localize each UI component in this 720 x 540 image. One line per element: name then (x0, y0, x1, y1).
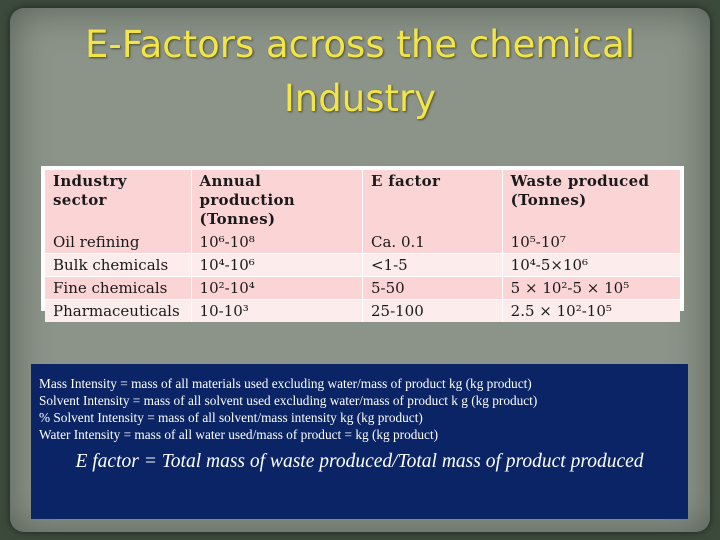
e-factor-formula: E factor = Total mass of waste produced/… (75, 451, 644, 472)
definitions-box: Mass Intensity = mass of all materials u… (31, 364, 688, 519)
table-row: Fine chemicals 10²-10⁴ 5-50 5 × 10²-5 × … (45, 276, 680, 300)
table-cell: 25-100 (361, 299, 503, 322)
slide-title: E-Factors across the chemical Industry (84, 23, 636, 120)
table-cell: Oil refining (45, 231, 192, 254)
percent-solvent-intensity-definition: % Solvent Intensity = mass of all solven… (39, 410, 423, 425)
table-header-row: Industry sector Annual production (Tonne… (45, 170, 680, 231)
table-cell: Bulk chemicals (45, 253, 192, 277)
table-row: Bulk chemicals 10⁴-10⁶ <1-5 10⁴-5×10⁶ (45, 253, 680, 277)
table-cell: 10⁴-5×10⁶ (501, 253, 680, 277)
table-row: Pharmaceuticals 10-10³ 25-100 2.5 × 10²-… (45, 299, 680, 322)
table-cell: Fine chemicals (45, 276, 192, 300)
table-cell: <1-5 (361, 253, 503, 277)
table-cell: 10⁴-10⁶ (190, 253, 363, 277)
table-cell: 10⁶-10⁸ (190, 231, 363, 254)
solvent-intensity-definition: Solvent Intensity = mass of all solvent … (39, 393, 538, 408)
table-cell: 10-10³ (190, 299, 363, 322)
table-cell: 5-50 (361, 276, 503, 300)
column-header-industry-sector: Industry sector (45, 170, 192, 231)
table-cell: 10²-10⁴ (190, 276, 363, 300)
table-cell: 2.5 × 10²-10⁵ (501, 299, 680, 322)
table-row: Oil refining 10⁶-10⁸ Ca. 0.1 10⁵-10⁷ (45, 231, 680, 254)
column-header-waste-produced: Waste produced (Tonnes) (501, 170, 680, 231)
table-cell: Pharmaceuticals (45, 299, 192, 322)
table-cell: 10⁵-10⁷ (501, 231, 680, 254)
mass-intensity-definition: Mass Intensity = mass of all materials u… (39, 376, 532, 391)
column-header-annual-production: Annual production (Tonnes) (190, 170, 363, 231)
e-factor-table: Industry sector Annual production (Tonne… (45, 170, 680, 322)
table-cell: 5 × 10²-5 × 10⁵ (501, 276, 680, 300)
e-factor-table-container: Industry sector Annual production (Tonne… (41, 166, 684, 322)
column-header-e-factor: E factor (361, 170, 503, 231)
table-cell: Ca. 0.1 (361, 231, 503, 254)
water-intensity-definition: Water Intensity = mass of all water used… (39, 427, 439, 442)
